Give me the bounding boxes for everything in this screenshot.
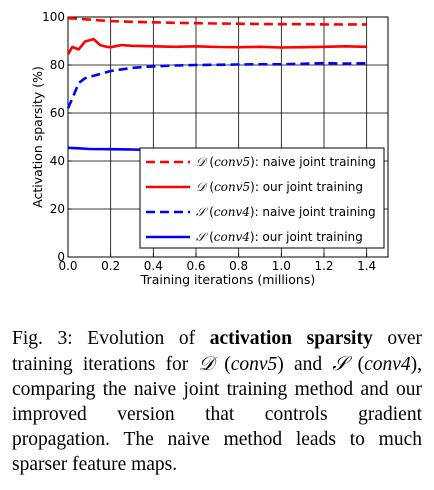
x-tick-label: 1.0 bbox=[272, 259, 291, 273]
caption-d-layer: conv5 bbox=[230, 354, 278, 375]
caption-bold: activation sparsity bbox=[209, 328, 373, 349]
series-line-2 bbox=[66, 61, 367, 109]
legend-label-3: 𝒮 (conv4): our joint training bbox=[196, 230, 363, 244]
y-tick-label: 20 bbox=[50, 202, 65, 216]
caption-part2: and bbox=[283, 354, 333, 375]
y-tick-label: 100 bbox=[42, 10, 65, 24]
x-tick-label: 0.0 bbox=[58, 259, 77, 273]
x-tick-label: 0.6 bbox=[186, 259, 205, 273]
axis-ticks: 0.0 0.2 0.4 0.6 0.8 1.0 1.2 1.4 0 20 40 60 80 100 bbox=[42, 10, 376, 273]
y-tick-label: 40 bbox=[50, 154, 65, 168]
series-line-1 bbox=[66, 37, 367, 55]
x-tick-label: 1.4 bbox=[357, 259, 376, 273]
y-tick-label: 80 bbox=[50, 58, 65, 72]
legend-label-2: 𝒮 (conv4): naive joint training bbox=[196, 205, 376, 219]
x-tick-label: 1.2 bbox=[314, 259, 333, 273]
legend: 𝒟 (conv5): naive joint training 𝒟 (conv5)… bbox=[139, 147, 385, 249]
x-tick-label: 0.8 bbox=[229, 259, 248, 273]
series-line-0 bbox=[67, 16, 367, 26]
caption-s-symbol: 𝒮 bbox=[332, 352, 348, 375]
caption-part3: , comparing the naive joint training met… bbox=[12, 354, 422, 475]
figure-caption: Fig. 3: Evolution of activation sparsity… bbox=[12, 328, 422, 475]
legend-label-1: 𝒟 (conv5): our joint training bbox=[196, 180, 363, 194]
x-axis-title: Training iterations (millions) bbox=[140, 272, 316, 287]
caption-prefix: Fig. 3: Evolution of bbox=[12, 328, 210, 349]
caption-d-symbol: 𝒟 bbox=[198, 352, 215, 375]
caption-part1: over training iterations for bbox=[12, 328, 422, 375]
y-tick-label: 60 bbox=[50, 106, 65, 120]
x-tick-label: 0.4 bbox=[144, 259, 163, 273]
y-axis-title: Activation sparsity (%) bbox=[30, 66, 45, 208]
caption-s-layer: conv4 bbox=[364, 354, 411, 375]
x-tick-label: 0.2 bbox=[101, 259, 120, 273]
legend-box bbox=[139, 147, 385, 249]
legend-label-0: 𝒟 (conv5): naive joint training bbox=[196, 155, 376, 169]
sparsity-chart: 0.0 0.2 0.4 0.6 0.8 1.0 1.2 1.4 0 20 40 60 80 100 Tra… bbox=[30, 10, 389, 287]
y-tick-label: 0 bbox=[57, 250, 65, 264]
